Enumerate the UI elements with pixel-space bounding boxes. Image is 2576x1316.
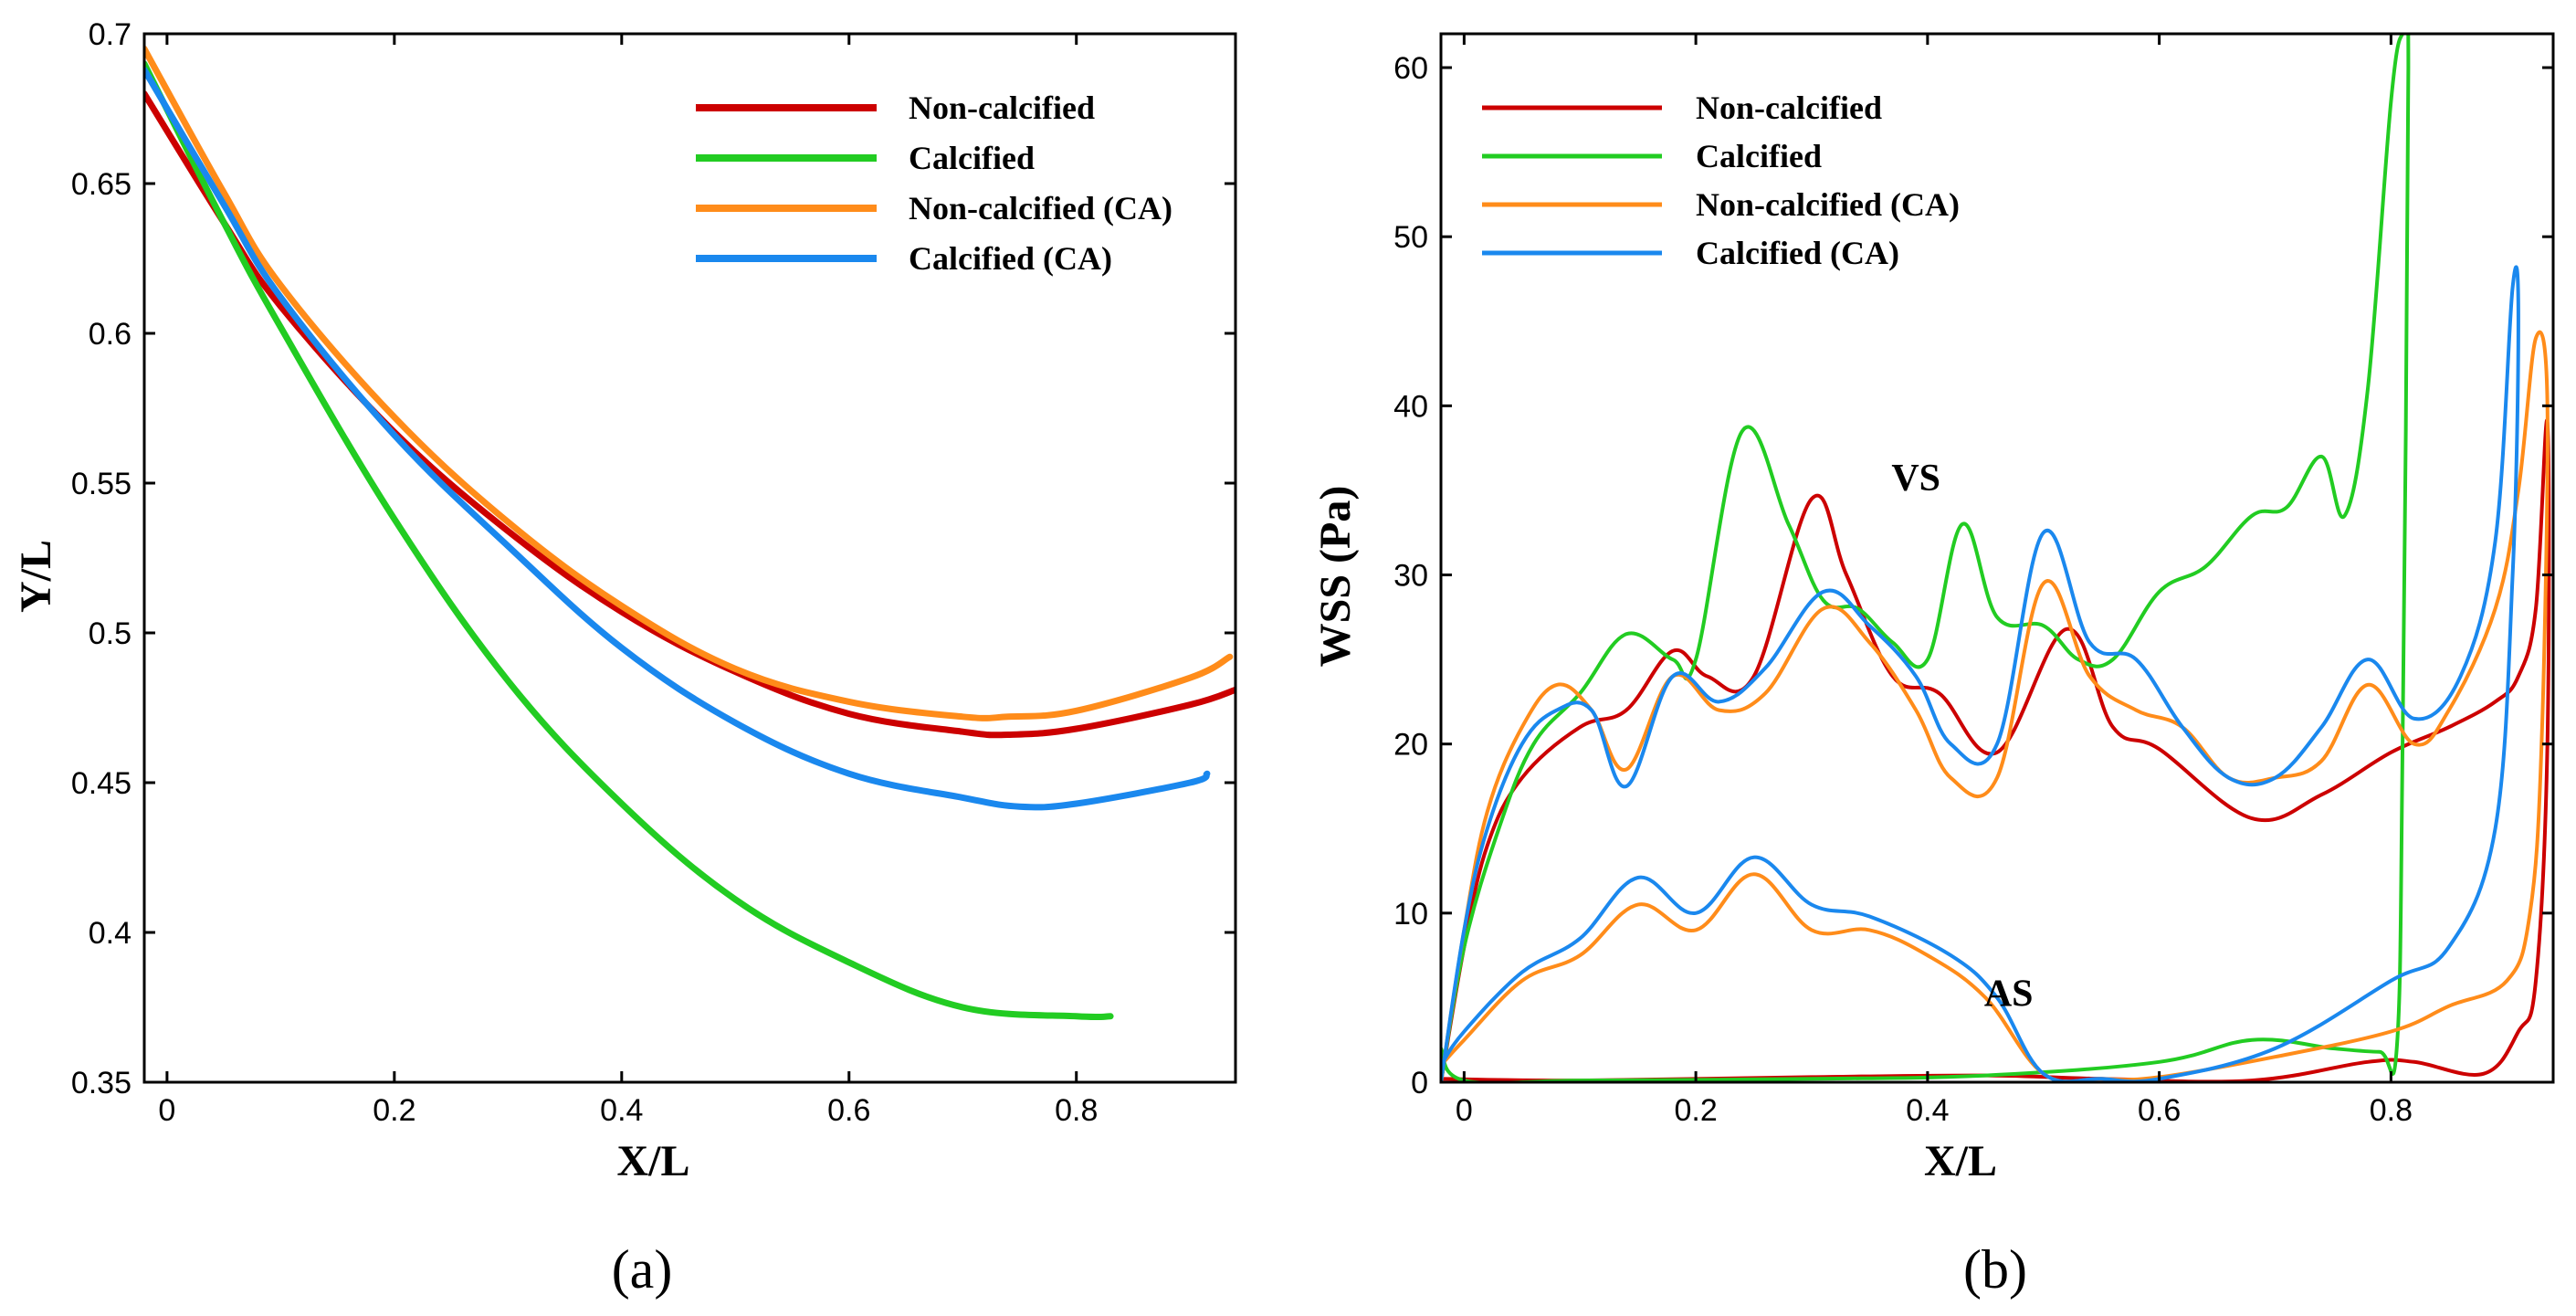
y-tick-label: 10 <box>1393 897 1428 932</box>
series-line-1 <box>144 90 1235 739</box>
legend-entry: Calcified (CA) <box>1696 235 1899 271</box>
x-tick-label: 0.4 <box>1906 1093 1949 1128</box>
legend-entry: Non-calcified <box>1696 89 1882 126</box>
plot-frame <box>142 32 1237 1084</box>
x-tick-label: 0.6 <box>827 1093 870 1128</box>
y-tick-label: 60 <box>1393 51 1428 86</box>
series-line-4 <box>1441 265 2520 1082</box>
x-axis-label: X/L <box>616 1137 689 1185</box>
series-line-3 <box>1441 330 2550 1082</box>
y-tick-label: 0.4 <box>89 916 131 951</box>
legend-entry: Calcified <box>909 140 1035 176</box>
y-tick-label: 50 <box>1393 220 1428 255</box>
y-tick-label: 0.35 <box>71 1066 131 1100</box>
x-tick-label: 0.2 <box>1674 1093 1717 1128</box>
x-tick-label: 0 <box>1456 1093 1473 1128</box>
x-tick-label: 0.6 <box>2138 1093 2181 1128</box>
x-tick-label: 0.8 <box>1055 1093 1098 1128</box>
y-tick-label: 0.45 <box>71 766 131 801</box>
series-line-4 <box>144 66 1211 811</box>
x-tick-label: 0.8 <box>2370 1093 2413 1128</box>
y-tick-label: 0.5 <box>89 616 131 651</box>
x-axis-label: X/L <box>1924 1137 1997 1185</box>
panel-label: (b) <box>1963 1239 2027 1300</box>
legend-entry: Non-calcified <box>909 89 1095 126</box>
plot-frame <box>1439 32 2555 1084</box>
x-tick-label: 0.4 <box>600 1093 643 1128</box>
y-tick-label: 0 <box>1411 1066 1428 1100</box>
annotation-vs: VS <box>1891 458 1940 500</box>
panel-label: (a) <box>612 1239 673 1300</box>
legend-entry: Calcified (CA) <box>909 240 1112 277</box>
legend-entry: Calcified <box>1696 138 1822 174</box>
series-line-2 <box>144 60 1114 1021</box>
y-tick-label: 0.7 <box>89 17 131 52</box>
legend-entry: Non-calcified (CA) <box>909 190 1172 226</box>
y-tick-label: 40 <box>1393 389 1428 424</box>
y-tick-label: 0.55 <box>71 467 131 501</box>
series-line-3 <box>144 45 1234 721</box>
y-tick-label: 0.65 <box>71 167 131 202</box>
y-tick-label: 0.6 <box>89 317 131 352</box>
chart-panel-b: 0 0.2 0.4 0.6 0.8 0 10 20 30 40 50 60 X/L WSS (Pa) Non… <box>1311 32 2555 1300</box>
y-axis-label: WSS (Pa) <box>1311 486 1360 668</box>
x-tick-label: 0 <box>158 1093 175 1128</box>
series-group <box>144 45 1235 1021</box>
annotation-as: AS <box>1984 974 2034 1016</box>
series-line-2 <box>1441 34 2411 1082</box>
y-tick-label: 30 <box>1393 559 1428 594</box>
chart-panel-a: 0 0.2 0.4 0.6 0.8 0.35 0.4 0.45 0.5 0.55 0.6 0.65 0.… <box>12 17 1237 1300</box>
y-axis-label: Y/L <box>12 540 60 613</box>
series-group <box>1441 34 2551 1082</box>
legend-entry: Non-calcified (CA) <box>1696 186 1960 223</box>
x-tick-label: 0.2 <box>373 1093 415 1128</box>
y-tick-label: 20 <box>1393 728 1428 763</box>
